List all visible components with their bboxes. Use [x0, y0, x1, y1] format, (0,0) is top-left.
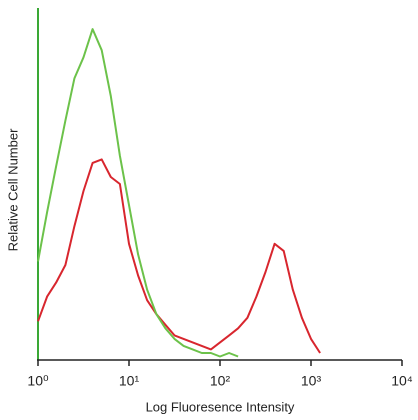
x-tick-label: 10⁰: [27, 373, 49, 389]
x-tick-label: 10²: [210, 373, 231, 389]
y-axis-label: Relative Cell Number: [5, 128, 20, 251]
histogram-line: [37, 28, 239, 358]
histogram-line: [37, 158, 321, 354]
x-tick-label: 10³: [301, 373, 322, 389]
x-tick-label: 10⁴: [391, 373, 413, 389]
x-tick-label: 10¹: [119, 373, 140, 389]
x-axis-label: Log Fluoresence Intensity: [146, 399, 295, 414]
